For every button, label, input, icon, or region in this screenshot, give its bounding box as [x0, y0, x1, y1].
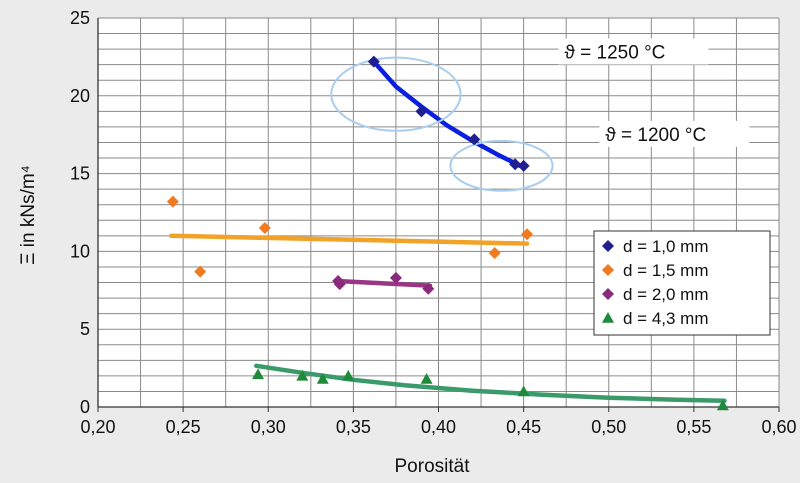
- annotations: ϑ = 1250 °C ϑ = 1200 °C: [558, 38, 750, 147]
- highlight-ellipses: [330, 56, 554, 192]
- data-point: [602, 240, 614, 252]
- y-axis-label: Ξ in kNs/m⁴: [18, 165, 39, 265]
- data-point: [316, 372, 329, 384]
- x-tick-label: 0,20: [80, 417, 115, 437]
- data-point: [415, 105, 428, 118]
- legend: d = 1,0 mm d = 1,5 mm d = 2,0 mm d = 4,3 mm: [593, 230, 771, 336]
- y-tick-label: 15: [70, 164, 90, 184]
- legend-label: d = 1,5 mm: [623, 261, 709, 280]
- annotation-box: [558, 38, 709, 65]
- annotation-label: ϑ = 1250 °C: [564, 42, 665, 63]
- data-point: [509, 158, 522, 171]
- annotation-box: [599, 120, 750, 147]
- annotation-label: ϑ = 1200 °C: [605, 125, 706, 146]
- data-point: [166, 195, 179, 208]
- data-point: [521, 228, 534, 241]
- legend-box: [593, 230, 771, 336]
- highlight-ellipse: [449, 139, 554, 192]
- highlight-ellipse: [330, 56, 462, 132]
- x-tick-label: 0,55: [676, 417, 711, 437]
- data-point: [602, 312, 614, 323]
- x-tick-label: 0,25: [166, 417, 201, 437]
- y-tick-label: 5: [80, 319, 90, 339]
- y-tick-label: 0: [80, 397, 90, 417]
- data-point: [333, 278, 346, 291]
- x-axis-label: Porosität: [395, 456, 471, 477]
- data-point: [420, 372, 433, 384]
- y-tick-label: 25: [70, 8, 90, 28]
- x-tick-label: 0,60: [761, 417, 796, 437]
- legend-label: d = 1,0 mm: [623, 237, 709, 256]
- y-tick-label: 10: [70, 241, 90, 261]
- trendline: [371, 59, 523, 169]
- trendlines: [168, 59, 727, 404]
- data-point: [367, 55, 380, 68]
- x-tick-label: 0,40: [421, 417, 456, 437]
- data-point: [517, 385, 530, 397]
- data-point: [252, 368, 265, 380]
- trendline: [334, 278, 433, 288]
- data-point: [488, 246, 501, 259]
- data-point: [342, 369, 355, 381]
- trendline: [168, 233, 530, 246]
- tick-labels: 0,20 0,25 0,30 0,35 0,40 0,45 0,50 0,55 0,60 0 5 10…: [70, 8, 797, 437]
- data-point: [716, 399, 729, 411]
- x-tick-label: 0,50: [591, 417, 626, 437]
- x-tick-label: 0,30: [251, 417, 286, 437]
- legend-label: d = 4,3 mm: [623, 309, 709, 328]
- x-tick-label: 0,35: [336, 417, 371, 437]
- data-point: [602, 288, 614, 300]
- data-point: [422, 282, 435, 295]
- data-point: [389, 271, 402, 284]
- legend-label: d = 2,0 mm: [623, 285, 709, 304]
- data-point: [258, 222, 271, 235]
- data-point: [468, 133, 481, 146]
- data-point: [194, 265, 207, 278]
- data-point: [517, 159, 530, 172]
- trendline: [254, 363, 727, 404]
- data-point: [602, 264, 614, 276]
- y-tick-label: 20: [70, 86, 90, 106]
- data-points: [166, 55, 729, 411]
- data-point: [296, 369, 309, 381]
- x-tick-label: 0,45: [506, 417, 541, 437]
